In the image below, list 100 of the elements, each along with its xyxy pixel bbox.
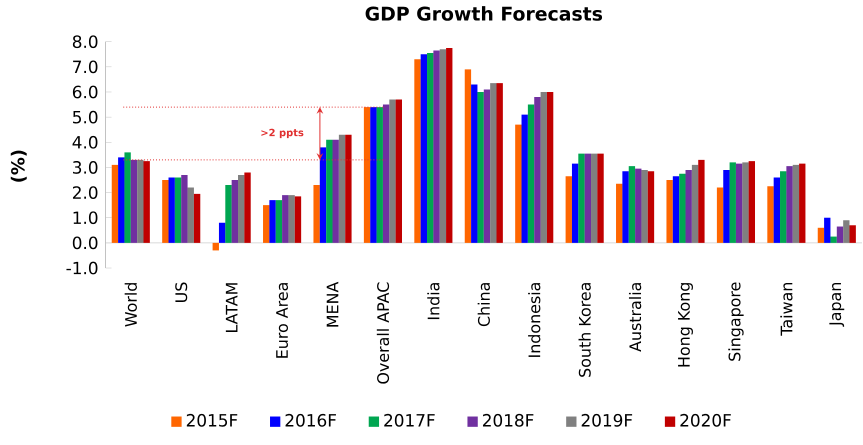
- x-tick-label: India: [427, 283, 440, 320]
- bar: [666, 180, 673, 244]
- bar: [679, 174, 686, 244]
- x-tick-label: LATAM: [226, 283, 238, 332]
- bar: [534, 97, 541, 244]
- bar: [433, 50, 440, 244]
- bar: [824, 218, 830, 244]
- bar: [836, 226, 844, 244]
- annotation: >2 ppts: [261, 128, 304, 138]
- bar: [420, 54, 428, 244]
- bar: [716, 188, 724, 244]
- bar: [546, 92, 554, 244]
- bar: [792, 165, 800, 244]
- bar: [628, 166, 636, 244]
- x-tick-label: World: [124, 283, 137, 327]
- bar: [396, 100, 402, 244]
- bar: [276, 200, 282, 244]
- bar: [294, 196, 302, 244]
- y-tick-label: 8.0: [72, 35, 98, 48]
- y-tick-label: 3.0: [73, 161, 98, 174]
- legend-label: 2017F: [384, 414, 435, 427]
- x-tick-label: Indonesia: [528, 283, 540, 358]
- bar: [144, 161, 150, 244]
- bar: [263, 205, 270, 244]
- bar: [188, 188, 194, 244]
- bar: [496, 83, 503, 244]
- bar: [597, 154, 604, 244]
- bar: [799, 164, 806, 244]
- bar: [698, 160, 705, 244]
- bar: [818, 228, 824, 244]
- bar: [616, 184, 622, 244]
- x-tick-label: Hong Kong: [678, 283, 693, 367]
- x-tick-label: Singapore: [728, 282, 744, 361]
- bar: [672, 176, 680, 244]
- y-tick-label: 2.0: [72, 186, 98, 200]
- y-axis-title: (%): [10, 150, 27, 182]
- bar: [742, 162, 749, 244]
- bar: [382, 104, 390, 244]
- bar: [269, 200, 276, 244]
- bar: [244, 172, 251, 244]
- x-tick-label: MENA: [326, 282, 338, 327]
- legend-label: 2020F: [680, 414, 731, 427]
- x-tick-label: Taiwan: [780, 283, 793, 336]
- bar: [584, 154, 592, 244]
- y-tick-label: 1.0: [74, 211, 98, 224]
- bar: [194, 194, 200, 244]
- bar: [692, 165, 698, 244]
- bar: [515, 124, 522, 244]
- bar: [686, 170, 692, 244]
- bar: [641, 170, 648, 244]
- x-tick-label: Euro Area: [276, 283, 288, 358]
- x-tick-label: Overall APAC: [376, 282, 390, 384]
- bar: [850, 225, 856, 244]
- bar: [137, 160, 144, 244]
- bar: [748, 161, 756, 244]
- bar: [238, 175, 244, 244]
- bar: [181, 175, 188, 244]
- bar: [282, 195, 288, 244]
- bar: [446, 48, 452, 244]
- bar: [528, 104, 534, 244]
- bar: [464, 69, 472, 244]
- bar: [232, 180, 238, 244]
- bar: [313, 185, 320, 244]
- y-tick-label: 5.0: [73, 110, 98, 124]
- bar: [566, 176, 572, 244]
- bar: [622, 171, 629, 244]
- bar: [730, 162, 736, 244]
- legend-label: 2018F: [482, 414, 534, 427]
- x-tick-label: Japan: [829, 283, 844, 327]
- bar: [440, 49, 446, 244]
- bar: [389, 100, 396, 244]
- x-tick-label: South Korea: [578, 283, 591, 377]
- bar: [427, 53, 434, 244]
- bar: [648, 171, 654, 244]
- bar: [376, 107, 383, 244]
- legend-label: 2015F: [186, 414, 238, 427]
- bar: [218, 222, 226, 244]
- bar: [225, 185, 232, 244]
- bar: [843, 220, 850, 244]
- bar: [364, 107, 370, 244]
- bar: [540, 92, 547, 244]
- y-tick-label: -1.0: [66, 262, 98, 275]
- bar: [414, 59, 421, 244]
- bar: [830, 236, 837, 244]
- bar: [212, 243, 219, 251]
- bar: [578, 154, 585, 244]
- legend-label: 2016F: [286, 414, 336, 427]
- x-tick-label: US: [175, 282, 188, 302]
- bar: [591, 154, 598, 244]
- bar: [168, 178, 175, 244]
- bar: [484, 90, 490, 244]
- y-tick-label: 7.0: [73, 60, 98, 74]
- bar: [345, 134, 352, 244]
- bar: [370, 107, 377, 244]
- x-tick-label: China: [478, 283, 490, 326]
- bar: [288, 195, 295, 244]
- bar: [118, 158, 124, 244]
- chart-title: GDP Growth Forecasts: [366, 6, 602, 21]
- bar: [774, 178, 780, 244]
- bar: [332, 140, 339, 244]
